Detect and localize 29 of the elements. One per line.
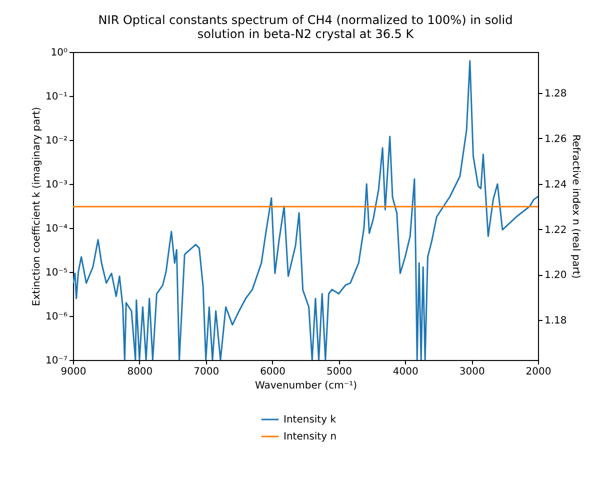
y-tick-label: 10⁻⁶	[45, 312, 68, 322]
x-tick-label: 2000	[526, 366, 552, 378]
y2-axis-title: Refractive index n (real part)	[570, 134, 581, 279]
y2-tick-label: 1.20	[544, 270, 567, 282]
y-tick-label: 10⁻²	[45, 136, 68, 146]
y2-tick-label: 1.26	[544, 134, 567, 145]
x-tick-label: 6000	[260, 366, 286, 378]
y-tick-label: 10⁻³	[45, 180, 68, 190]
y-tick-label: 10⁻¹	[45, 92, 68, 102]
y-tick-label: 10⁻⁵	[45, 268, 68, 278]
x-tick-label: 7000	[194, 366, 220, 378]
y2-tick-label: 1.18	[544, 316, 567, 327]
x-tick-label: 5000	[326, 366, 352, 378]
y-tick-label: 10⁻⁷	[45, 356, 68, 366]
line-series	[73, 60, 538, 360]
chart-title: NIR Optical constants spectrum of CH4 (normalized to 100%) in solid solution in beta-N2 crystal at 36.5 K	[98, 13, 513, 41]
y2-tick-label: 1.22	[544, 224, 567, 236]
x-tick-label: 9000	[60, 366, 86, 378]
y2-tick-label: 1.24	[544, 179, 567, 190]
x-axis-title: Wavenumber (cm⁻¹)	[255, 380, 358, 392]
y-tick-label: 10⁰	[50, 48, 68, 58]
y-tick-label: 10⁻⁴	[45, 224, 68, 234]
y-axis-title: Extinction coefficient k (imaginary part)	[31, 106, 42, 306]
legend-label: Intensity k	[284, 414, 336, 426]
legend-label: Intensity n	[284, 432, 337, 442]
x-tick-label: 3000	[459, 366, 485, 378]
y2-tick-label: 1.28	[544, 88, 567, 100]
x-tick-label: 8000	[127, 366, 153, 378]
x-tick-label: 4000	[392, 366, 418, 378]
